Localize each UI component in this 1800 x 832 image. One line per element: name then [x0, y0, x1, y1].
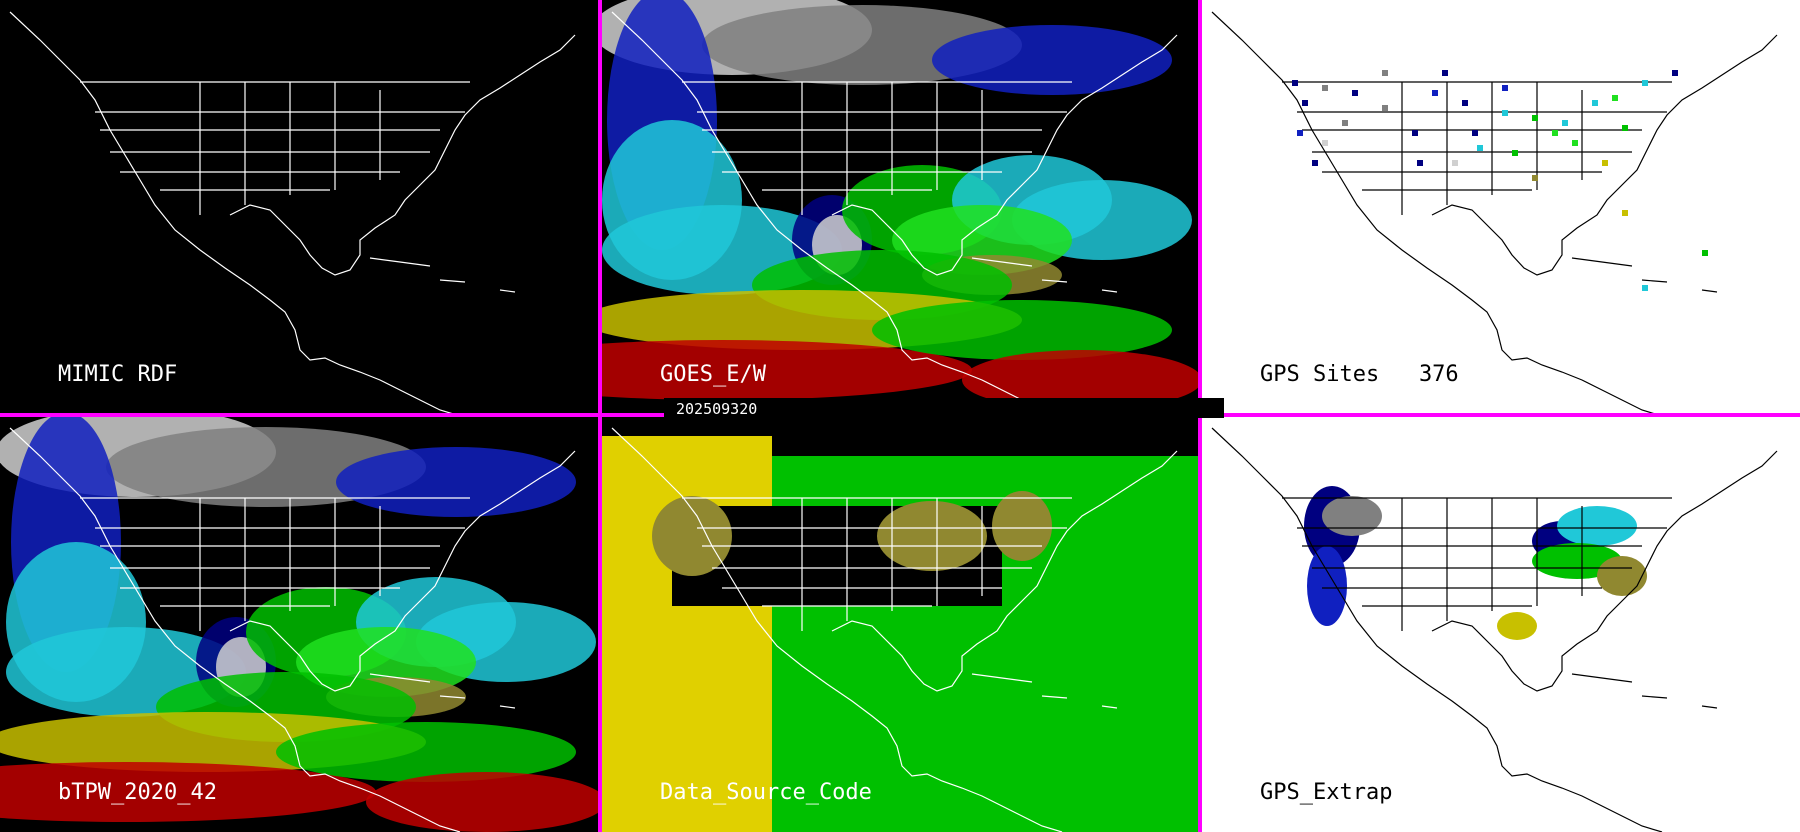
panel-label-goes-ew: GOES_E/W — [660, 362, 766, 387]
btpw-tpw-map — [0, 416, 600, 832]
data-source-code-map — [602, 427, 1202, 832]
panel-label-gps-sites: GPS Sites 376 — [1260, 362, 1459, 387]
panel-gps-sites: GPS Sites 376 — [1202, 0, 1800, 416]
timestamp-label: 202509320 — [676, 400, 758, 418]
gps-extrap-map — [1211, 427, 1778, 832]
panel-label-mimic-rdf: MIMIC RDF — [58, 362, 178, 387]
panel-gps-extrap: GPS_Extrap — [1202, 416, 1800, 832]
mimic-rdf-map — [9, 11, 576, 416]
panel-data-source-code: Data_Source_Code — [602, 416, 1202, 832]
panel-label-gps-extrap: GPS_Extrap — [1260, 780, 1393, 805]
goes-ew-tpw-map — [602, 0, 1202, 416]
panel-goes-ew: GOES_E/W — [602, 0, 1202, 416]
panel-label-data-source-code: Data_Source_Code — [660, 780, 872, 805]
gps-sites-map — [1211, 11, 1778, 416]
panel-btpw: bTPW_2020_42 — [0, 416, 600, 832]
panel-mimic-rdf: MIMIC RDF — [0, 0, 600, 416]
panel-label-btpw: bTPW_2020_42 — [58, 780, 217, 805]
timestamp-bar — [664, 398, 1224, 418]
